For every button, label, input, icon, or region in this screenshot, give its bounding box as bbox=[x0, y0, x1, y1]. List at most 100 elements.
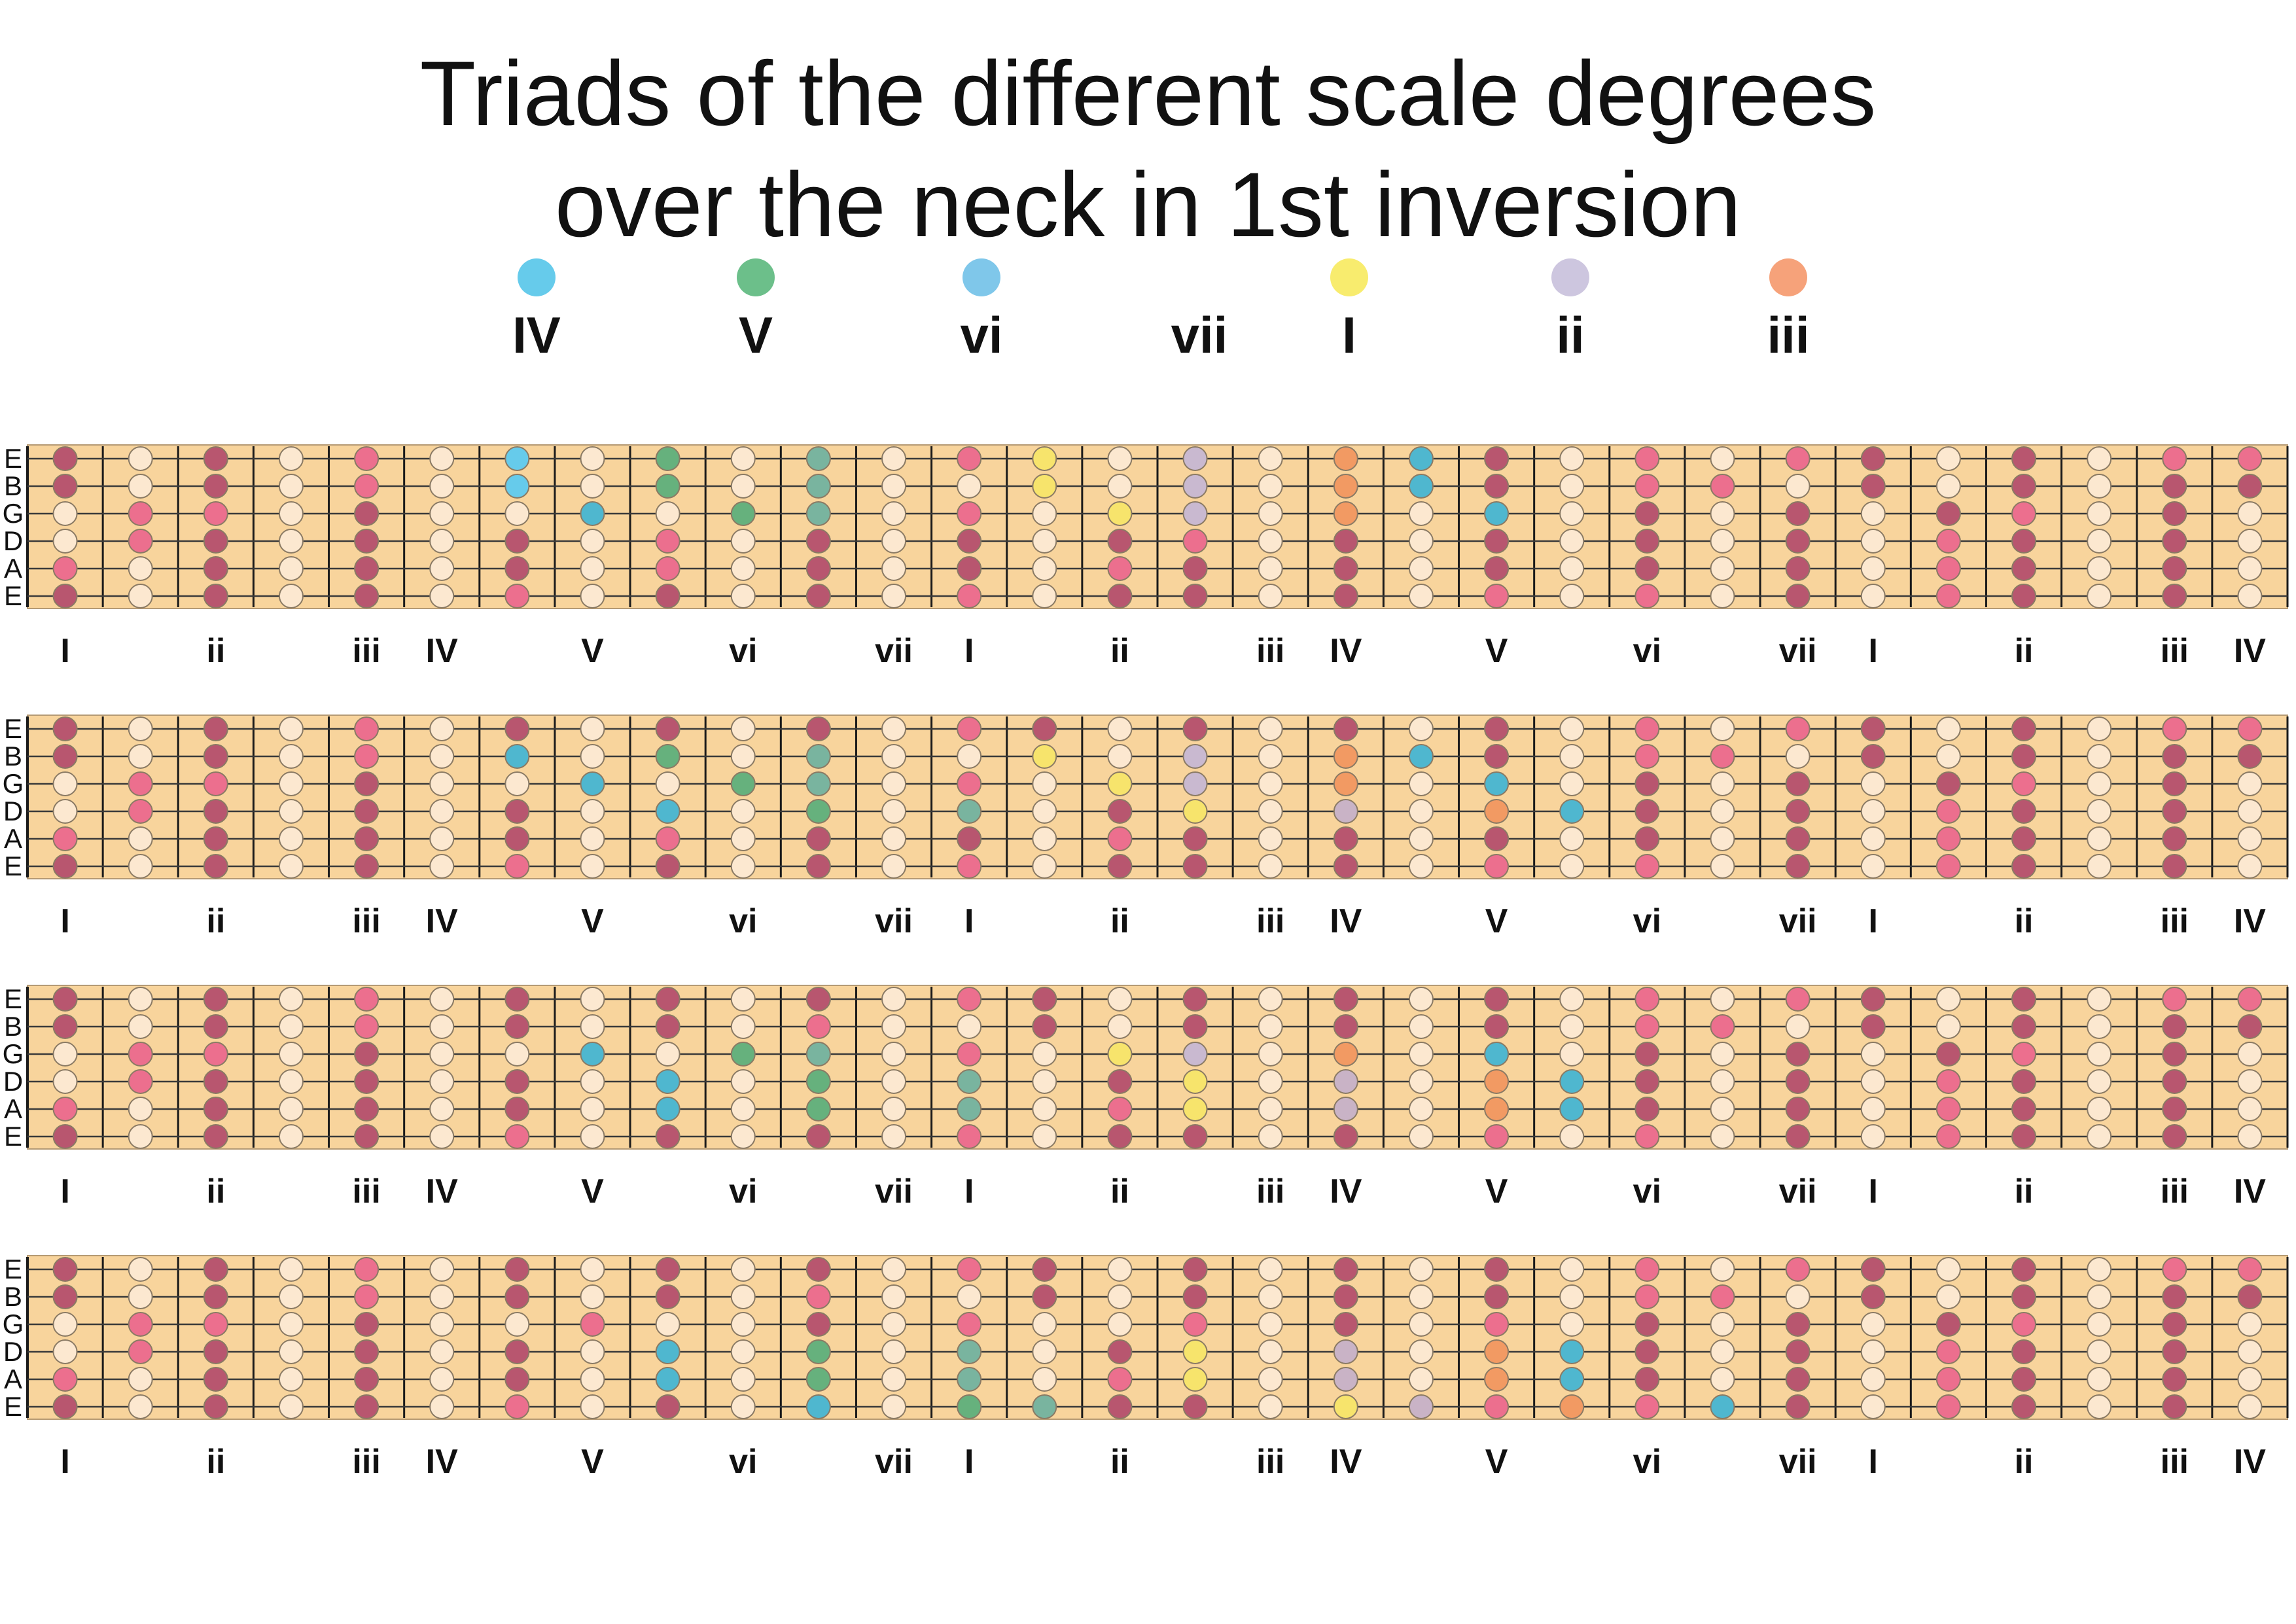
degree-label: IV bbox=[1330, 1173, 1362, 1210]
note-dot bbox=[2087, 716, 2112, 741]
note-dot bbox=[957, 556, 982, 581]
note-dot bbox=[655, 1284, 680, 1309]
note-dot bbox=[881, 771, 907, 796]
note-dot bbox=[1785, 1257, 1810, 1282]
note-dot bbox=[1333, 1339, 1358, 1364]
note-dot bbox=[1559, 1312, 1585, 1337]
note-dot bbox=[1785, 716, 1810, 741]
note-dot bbox=[354, 799, 380, 824]
note-dot bbox=[2011, 529, 2037, 554]
note-dot bbox=[128, 1042, 153, 1067]
note-dot bbox=[2087, 1312, 2112, 1337]
note-dot bbox=[881, 854, 907, 879]
note-dot bbox=[1032, 987, 1057, 1012]
degree-label: vii bbox=[1779, 632, 1817, 670]
note-dot bbox=[1710, 1312, 1735, 1337]
note-dot bbox=[1258, 826, 1283, 851]
note-dot bbox=[805, 501, 831, 526]
note-dot bbox=[2162, 771, 2187, 796]
note-dot bbox=[881, 716, 907, 741]
note-dot bbox=[1333, 1367, 1358, 1392]
note-dot bbox=[805, 1257, 831, 1282]
note-dot bbox=[805, 1339, 831, 1364]
string-label: E bbox=[4, 443, 22, 474]
note-dot bbox=[1408, 1124, 1434, 1149]
degree-label: V bbox=[1485, 632, 1508, 670]
note-dot bbox=[730, 799, 756, 824]
note-dot bbox=[1484, 799, 1510, 824]
note-dot bbox=[2087, 826, 2112, 851]
note-dot bbox=[805, 799, 831, 824]
note-dot bbox=[128, 556, 153, 581]
note-dot bbox=[278, 1097, 304, 1121]
note-dot bbox=[2237, 1339, 2263, 1364]
legend-item-vii: vii bbox=[1134, 258, 1265, 364]
note-dot bbox=[655, 826, 680, 851]
note-dot bbox=[1258, 556, 1283, 581]
note-dot bbox=[580, 529, 605, 554]
note-dot bbox=[52, 826, 78, 851]
note-dot bbox=[1333, 501, 1358, 526]
note-dot bbox=[2237, 1394, 2263, 1419]
note-dot bbox=[278, 1394, 304, 1419]
note-dot bbox=[1935, 1312, 1961, 1337]
note-dot bbox=[2162, 584, 2187, 609]
note-dot bbox=[1860, 1014, 1886, 1039]
note-dot bbox=[1107, 501, 1133, 526]
note-dot bbox=[1408, 1367, 1434, 1392]
note-dot bbox=[805, 1284, 831, 1309]
degree-label: vii bbox=[875, 902, 913, 940]
note-dot bbox=[1258, 1312, 1283, 1337]
note-dot bbox=[1032, 1257, 1057, 1282]
note-dot bbox=[655, 556, 680, 581]
note-dot bbox=[1333, 744, 1358, 769]
note-dot bbox=[1107, 529, 1133, 554]
note-dot bbox=[278, 1042, 304, 1067]
note-dot bbox=[504, 716, 530, 741]
legend-label-V: V bbox=[738, 306, 773, 364]
note-dot bbox=[2011, 799, 2037, 824]
note-dot bbox=[730, 1284, 756, 1309]
note-dot bbox=[203, 1042, 228, 1067]
note-dot bbox=[1258, 474, 1283, 499]
note-dot bbox=[1107, 556, 1133, 581]
note-dot bbox=[957, 1257, 982, 1282]
note-dot bbox=[957, 1069, 982, 1094]
note-dot bbox=[1935, 1097, 1961, 1121]
note-dot bbox=[957, 826, 982, 851]
note-dot bbox=[1182, 1069, 1208, 1094]
note-dot bbox=[1559, 1069, 1585, 1094]
note-dot bbox=[1182, 1394, 1208, 1419]
note-dot bbox=[1484, 1257, 1510, 1282]
note-dot bbox=[1559, 529, 1585, 554]
note-dot bbox=[1559, 987, 1585, 1012]
degree-label: ii bbox=[206, 1173, 225, 1210]
note-dot bbox=[1634, 1284, 1660, 1309]
note-dot bbox=[1559, 716, 1585, 741]
note-dot bbox=[1935, 501, 1961, 526]
note-dot bbox=[1484, 1124, 1510, 1149]
note-dot bbox=[2237, 529, 2263, 554]
note-dot bbox=[354, 1097, 380, 1121]
note-dot bbox=[1935, 799, 1961, 824]
note-dot bbox=[2087, 771, 2112, 796]
note-dot bbox=[429, 1014, 455, 1039]
note-dot bbox=[805, 744, 831, 769]
note-dot bbox=[2011, 771, 2037, 796]
note-dot bbox=[354, 1312, 380, 1337]
note-dot bbox=[1408, 987, 1434, 1012]
note-dot bbox=[504, 1339, 530, 1364]
note-dot bbox=[730, 1257, 756, 1282]
string-label: E bbox=[4, 983, 22, 1014]
note-dot bbox=[1408, 826, 1434, 851]
note-dot bbox=[128, 1367, 153, 1392]
legend-label-iii: iii bbox=[1767, 306, 1810, 364]
note-dot bbox=[2237, 446, 2263, 471]
note-dot bbox=[1107, 826, 1133, 851]
note-dot bbox=[1634, 716, 1660, 741]
note-dot bbox=[2162, 1339, 2187, 1364]
string-label: D bbox=[3, 1336, 23, 1367]
note-dot bbox=[1860, 1069, 1886, 1094]
note-dot bbox=[957, 799, 982, 824]
